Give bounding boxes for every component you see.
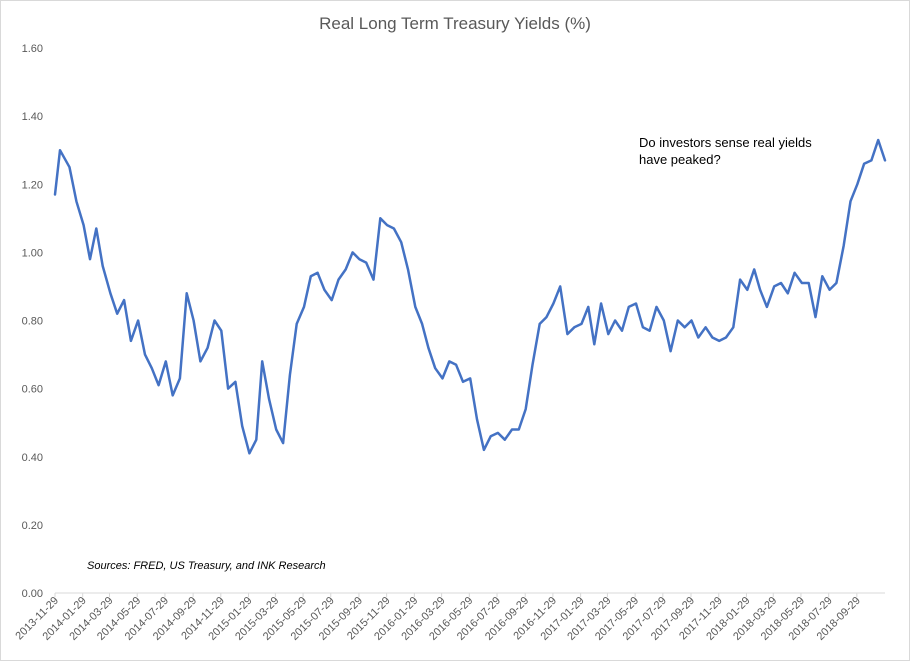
y-tick-label: 1.40	[22, 111, 43, 123]
y-tick-label: 1.60	[22, 43, 43, 55]
y-tick-label: 1.00	[22, 247, 43, 259]
y-tick-label: 0.80	[22, 316, 43, 328]
y-tick-label: 0.40	[22, 452, 43, 464]
chart-title: Real Long Term Treasury Yields (%)	[319, 14, 591, 33]
series-line	[53, 138, 887, 455]
y-axis: 0.00 0.20 0.40 0.60 0.80 1.00 1.20 1.40 1.60	[22, 43, 43, 600]
y-tick-label: 0.00	[22, 588, 43, 600]
source-note: Sources: FRED, US Treasury, and INK Rese…	[87, 560, 326, 572]
y-tick-label: 0.60	[22, 384, 43, 396]
x-axis: 2013-11-292014-01-292014-03-292014-05-29…	[13, 593, 863, 643]
annotation-line-2: have peaked?	[639, 152, 721, 167]
annotation-line-1: Do investors sense real yields	[639, 135, 812, 150]
y-tick-label: 1.20	[22, 179, 43, 191]
y-tick-label: 0.20	[22, 520, 43, 532]
